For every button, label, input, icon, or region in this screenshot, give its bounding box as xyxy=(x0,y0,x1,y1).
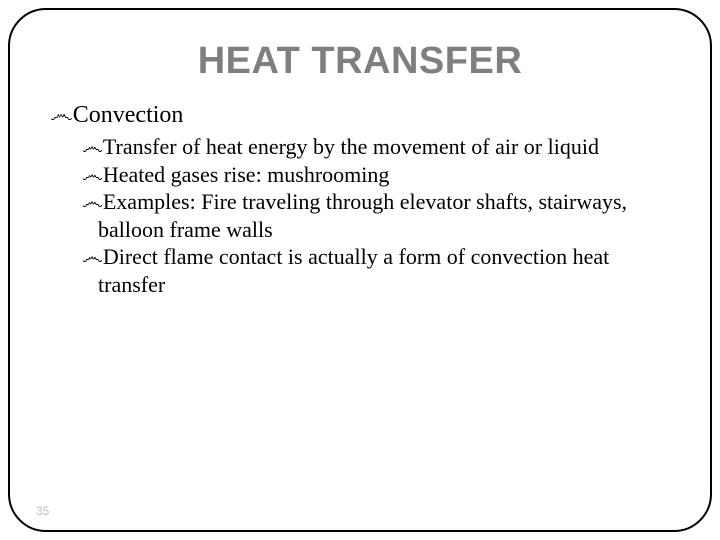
bullet-icon: ෴ xyxy=(82,134,103,159)
level2-text: Direct flame contact is actually a form … xyxy=(98,244,609,297)
bullet-icon: ෴ xyxy=(82,162,103,187)
level2-text: Examples: Fire traveling through elevato… xyxy=(98,189,627,242)
level1-text: Convection xyxy=(73,102,184,128)
level2-text: Heated gases rise: mushrooming xyxy=(103,162,390,187)
bullet-icon: ෴ xyxy=(50,101,73,128)
page-number: 35 xyxy=(36,504,49,518)
slide-title: HEAT TRANSFER xyxy=(40,40,680,83)
level2-text: Transfer of heat energy by the movement … xyxy=(103,134,599,159)
bullet-level2: ෴Heated gases rise: mushrooming xyxy=(82,161,680,189)
bullet-level2: ෴Examples: Fire traveling through elevat… xyxy=(82,188,680,243)
bullet-level2: ෴Transfer of heat energy by the movement… xyxy=(82,133,680,161)
slide-frame: HEAT TRANSFER ෴Convection ෴Transfer of h… xyxy=(8,8,712,532)
bullet-level1: ෴Convection xyxy=(50,101,680,129)
bullet-icon: ෴ xyxy=(82,244,103,269)
bullet-icon: ෴ xyxy=(82,189,103,214)
bullet-level2: ෴Direct flame contact is actually a form… xyxy=(82,243,680,298)
